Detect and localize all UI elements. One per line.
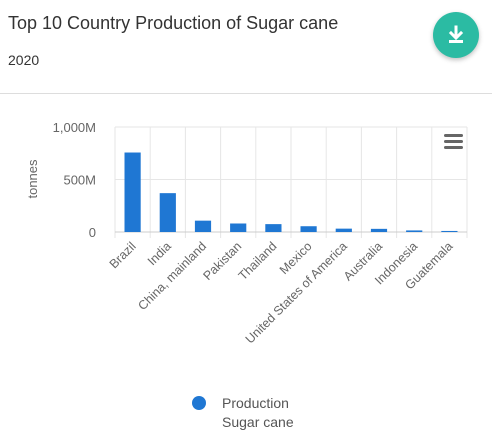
bar-mexico[interactable] [300, 226, 317, 232]
header-divider [0, 93, 492, 94]
bar-india[interactable] [159, 193, 176, 232]
bar-china-mainland[interactable] [194, 220, 212, 232]
hamburger-menu-icon[interactable] [443, 133, 464, 151]
legend-label: Production Sugar cane [222, 394, 294, 432]
y-tick-label: 500M [63, 173, 96, 188]
x-tick-label: Thailand [236, 239, 280, 283]
legend-marker [192, 396, 206, 410]
bar-guatemala[interactable] [441, 230, 458, 232]
download-icon [448, 25, 464, 43]
bar-australia[interactable] [370, 228, 388, 232]
bar-united-states-of-america[interactable] [335, 228, 352, 232]
grid-lines [114, 126, 468, 238]
legend-label-line-2: Sugar cane [222, 414, 294, 430]
x-tick-label: India [145, 239, 174, 268]
chart-title: Top 10 Country Production of Sugar cane [8, 13, 339, 33]
legend-label-line-1: Production [222, 395, 289, 411]
bar-thailand[interactable] [265, 224, 282, 232]
legend[interactable]: Production Sugar cane [192, 394, 294, 432]
y-axis-label: tonnes [25, 159, 40, 199]
bar-brazil[interactable] [124, 152, 141, 232]
bar-pakistan[interactable] [230, 223, 247, 232]
bar-indonesia[interactable] [406, 230, 423, 232]
x-tick-label: Brazil [107, 239, 139, 271]
download-button[interactable] [433, 12, 479, 58]
bars [124, 152, 458, 232]
chart-subtitle: 2020 [8, 52, 40, 68]
y-tick-label: 1,000M [53, 120, 96, 135]
y-tick-label: 0 [89, 225, 96, 240]
